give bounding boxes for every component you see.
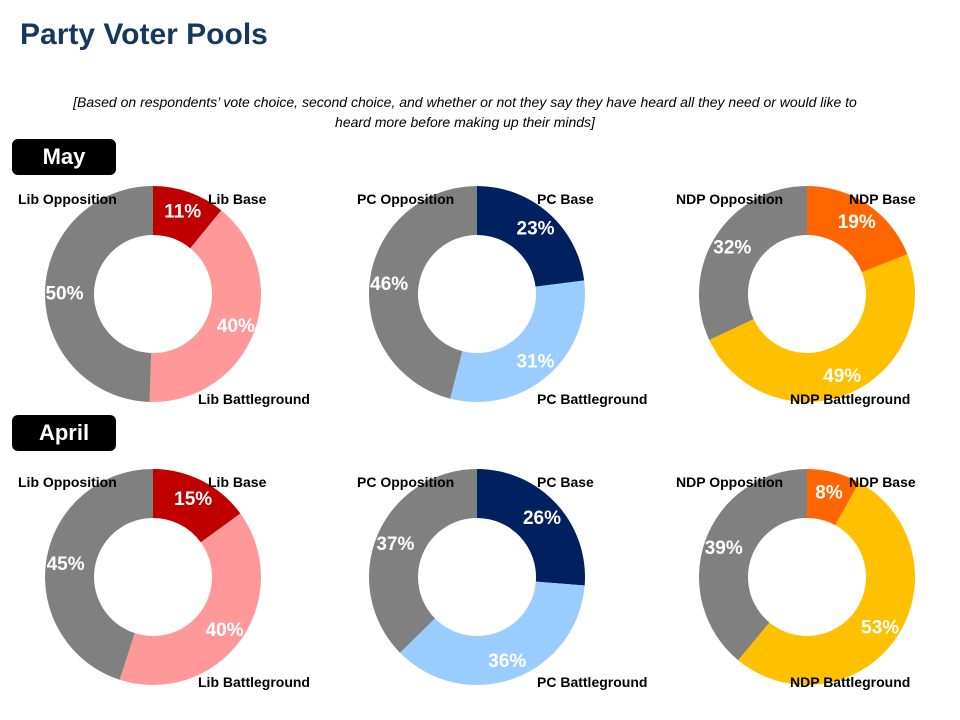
slice-may-ndp-battleground	[709, 254, 915, 402]
slice-april-pc-base	[477, 469, 585, 586]
category-label-april-pc-base: PC Base	[537, 474, 594, 490]
period-label-may: May	[12, 139, 116, 175]
subtitle-line-1: [Based on respondents’ vote choice, seco…	[73, 94, 857, 110]
donut-may-lib: 11% 40% 50%	[44, 186, 261, 402]
slice-april-ndp-opposition	[699, 469, 807, 661]
category-label-may-pc-battleground: PC Battleground	[537, 391, 648, 407]
value-label-may-ndp-battleground: 49%	[823, 366, 861, 387]
slice-april-ndp-battleground	[738, 482, 915, 685]
value-label-april-lib-base: 15%	[174, 489, 212, 510]
category-label-april-lib-base: Lib Base	[208, 474, 267, 490]
donut-april-pc: 26% 36% 37%	[369, 469, 585, 686]
category-label-may-ndp-opposition: NDP Opposition	[676, 191, 784, 207]
category-label-april-lib-opposition: Lib Opposition	[18, 474, 117, 490]
value-label-april-lib-battleground: 40%	[206, 620, 244, 641]
slice-may-ndp-base	[807, 186, 908, 273]
donut-may-pc: 23% 31% 46%	[368, 186, 586, 402]
category-label-may-pc-opposition: PC Opposition	[357, 191, 455, 207]
category-label-april-ndp-opposition: NDP Opposition	[676, 474, 784, 490]
donut-april-ndp: 8% 53% 39%	[699, 469, 915, 685]
value-label-may-ndp-opposition: 32%	[713, 238, 751, 259]
value-label-april-ndp-opposition: 39%	[705, 538, 743, 559]
category-label-april-lib-battleground: Lib Battleground	[198, 674, 310, 690]
slice-may-pc-base	[477, 186, 585, 287]
value-label-may-ndp-base: 19%	[838, 212, 876, 233]
category-label-april-ndp-battleground: NDP Battleground	[790, 674, 911, 690]
slice-may-lib-battleground	[149, 210, 261, 402]
value-label-april-pc-opposition: 37%	[376, 534, 414, 555]
value-label-may-pc-base: 23%	[517, 219, 555, 240]
slice-may-lib-base	[153, 186, 222, 249]
value-label-april-ndp-battleground: 53%	[861, 618, 899, 639]
category-label-may-pc-base: PC Base	[537, 191, 594, 207]
value-label-april-pc-battleground: 36%	[488, 651, 526, 672]
slice-april-ndp-base	[807, 469, 860, 526]
category-label-may-lib-base: Lib Base	[208, 191, 267, 207]
slice-april-lib-battleground	[119, 513, 262, 686]
donut-april-lib: 15% 40% 45%	[45, 469, 262, 686]
value-label-may-pc-opposition: 46%	[370, 274, 408, 295]
slice-april-pc-battleground	[400, 581, 585, 686]
slice-may-lib-opposition	[44, 186, 153, 402]
category-label-may-lib-battleground: Lib Battleground	[198, 391, 310, 407]
page-title: Party Voter Pools	[20, 18, 268, 51]
category-label-may-ndp-base: NDP Base	[849, 191, 916, 207]
value-label-may-lib-opposition: 50%	[45, 284, 83, 305]
slice-april-lib-base	[153, 469, 241, 543]
subtitle-line-2: heard more before making up their minds]	[335, 114, 595, 130]
slice-april-lib-opposition	[45, 469, 154, 680]
slice-may-ndp-opposition	[699, 186, 807, 340]
period-label-april: April	[12, 415, 116, 451]
category-label-april-pc-battleground: PC Battleground	[537, 674, 648, 690]
category-label-may-lib-opposition: Lib Opposition	[18, 191, 117, 207]
value-label-may-lib-battleground: 40%	[217, 316, 255, 337]
value-label-april-lib-opposition: 45%	[47, 554, 85, 575]
slice-may-pc-battleground	[450, 280, 586, 402]
slice-april-pc-opposition	[369, 469, 477, 653]
value-label-may-lib-base: 11%	[164, 202, 201, 223]
value-label-april-pc-base: 26%	[523, 508, 561, 529]
value-label-may-pc-battleground: 31%	[517, 351, 555, 372]
category-label-april-ndp-base: NDP Base	[849, 474, 916, 490]
category-label-april-pc-opposition: PC Opposition	[357, 474, 455, 490]
page-subtitle: [Based on respondents’ vote choice, seco…	[0, 92, 930, 132]
slice-may-pc-opposition	[368, 186, 477, 399]
category-label-may-ndp-battleground: NDP Battleground	[790, 391, 911, 407]
donut-may-ndp: 19% 49% 32%	[699, 186, 915, 402]
value-label-april-ndp-base: 8%	[815, 482, 843, 503]
